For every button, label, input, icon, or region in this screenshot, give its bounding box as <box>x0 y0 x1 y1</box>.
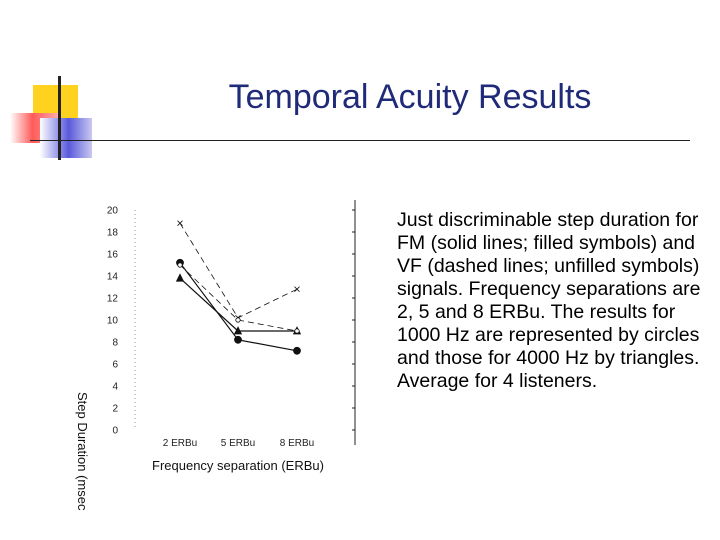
body-text: Just discriminable step duration for FM … <box>397 209 701 392</box>
series-line-3 <box>179 222 298 319</box>
y-tick-label: 12 <box>107 294 119 305</box>
data-point-3-3 <box>294 286 300 292</box>
data-point-1-2 <box>234 335 242 344</box>
x-axis-title: Frequency separation (ERBu) <box>152 458 324 473</box>
y-tick-label: 20 <box>107 206 119 217</box>
y-tick-label: 16 <box>107 250 119 261</box>
data-point-3-1 <box>177 220 183 226</box>
data-point-4-1 <box>177 262 183 268</box>
x-tick-label: 8 ERBu <box>280 438 314 449</box>
y-tick-label: 0 <box>112 426 118 437</box>
deco-blue-square <box>40 118 92 158</box>
deco-horizontal-line <box>30 140 690 141</box>
y-tick-label: 2 <box>112 404 118 415</box>
y-axis-title: Step Duration (msec <box>75 392 90 511</box>
y-tick-label: 6 <box>112 360 118 371</box>
y-tick-label: 14 <box>107 272 119 283</box>
deco-vertical-line <box>58 76 61 160</box>
data-point-2-1 <box>175 273 185 282</box>
y-tick-label: 18 <box>107 228 119 239</box>
x-tick-label: 5 ERBu <box>221 438 255 449</box>
data-point-2-2 <box>233 326 243 335</box>
data-point-4-3 <box>294 328 300 334</box>
y-tick-label: 8 <box>112 338 118 349</box>
y-tick-label: 10 <box>107 316 119 327</box>
y-tick-label: 4 <box>112 382 118 393</box>
slide-title: Temporal Acuity Results <box>228 78 592 116</box>
x-tick-label: 2 ERBu <box>163 438 197 449</box>
data-point-4-2 <box>235 317 241 323</box>
data-point-1-3 <box>293 346 301 355</box>
